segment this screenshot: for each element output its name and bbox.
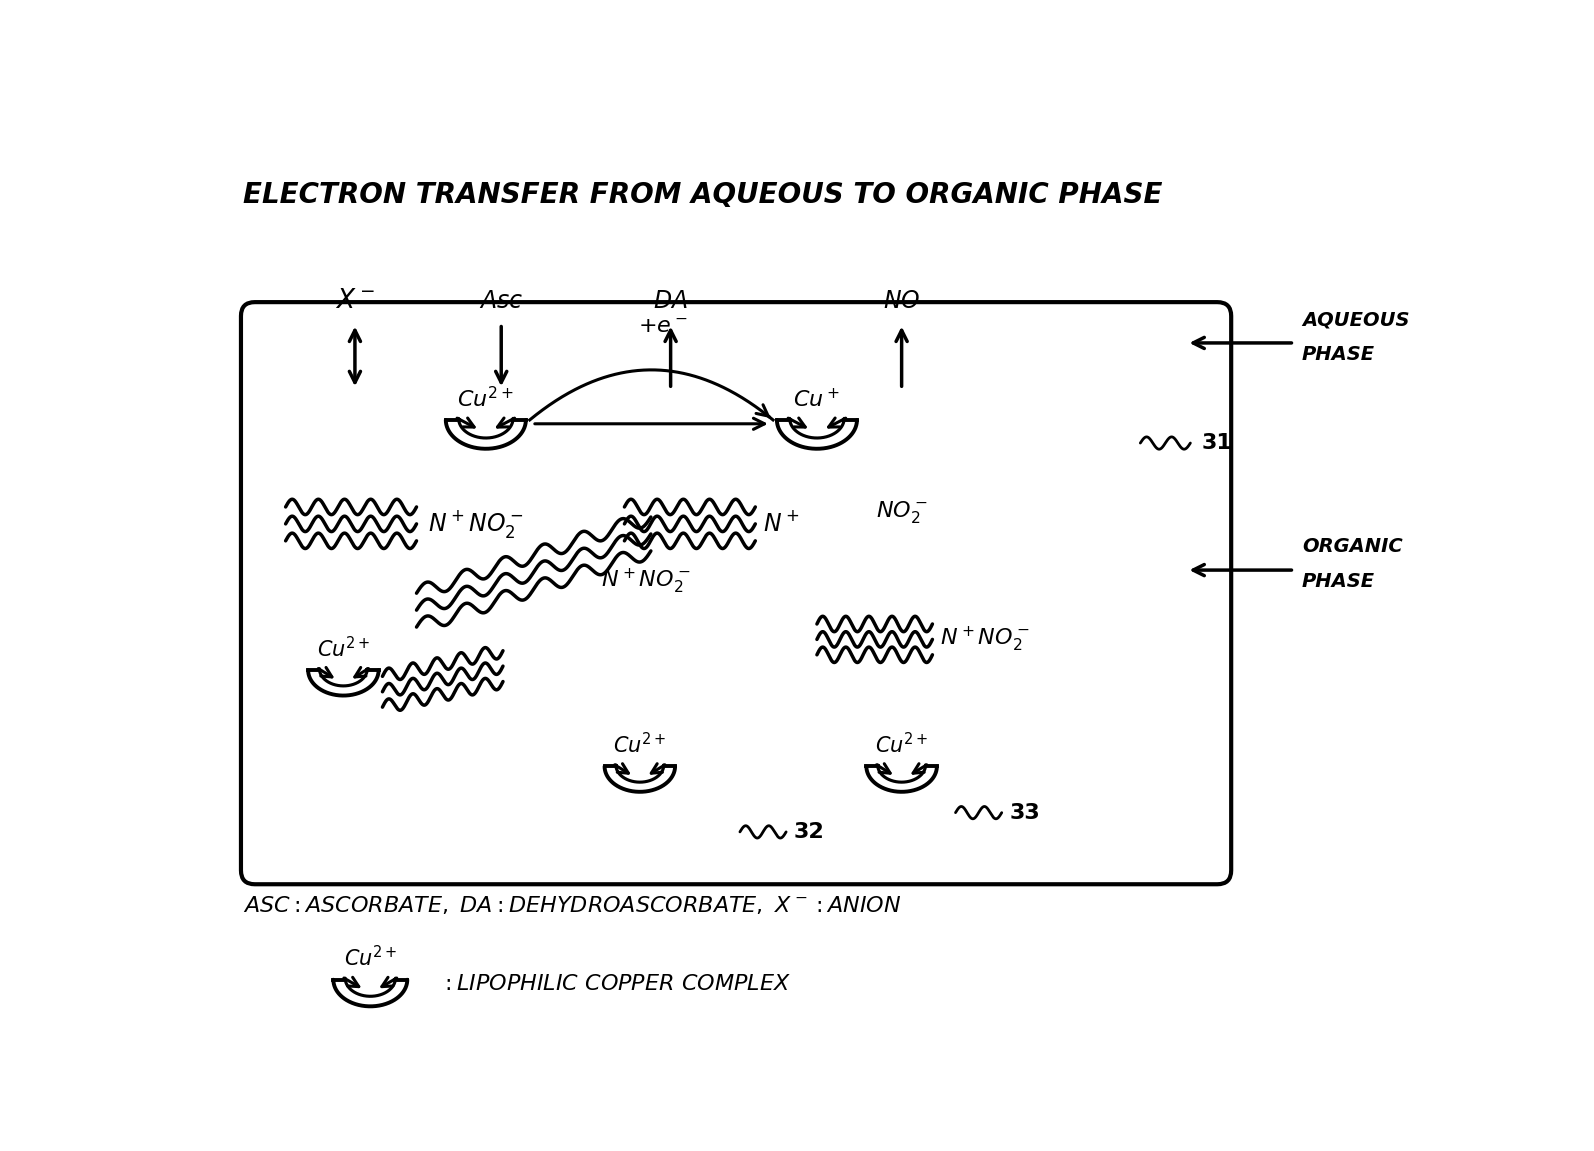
Text: $\mathit{NO_2^-}$: $\mathit{NO_2^-}$ <box>875 500 928 525</box>
Text: $\mathit{Cu}^+$: $\mathit{Cu}^+$ <box>794 388 840 411</box>
Text: $+e^-$: $+e^-$ <box>638 317 687 337</box>
Text: 33: 33 <box>1009 802 1041 823</box>
Text: $\mathit{N^+}$: $\mathit{N^+}$ <box>764 511 800 536</box>
Text: PHASE: PHASE <box>1302 345 1376 364</box>
Text: $\mathit{NO}$: $\mathit{NO}$ <box>883 289 920 313</box>
Text: $\mathit{N^+NO_2^-}$: $\mathit{N^+NO_2^-}$ <box>940 625 1030 654</box>
Text: $\mathit{Cu}^{2+}$: $\mathit{Cu}^{2+}$ <box>317 635 370 661</box>
Text: $\mathit{DA}$: $\mathit{DA}$ <box>654 289 689 313</box>
Text: $\mathit{X}^-$: $\mathit{X}^-$ <box>335 288 375 313</box>
Text: 31: 31 <box>1202 433 1232 453</box>
Text: 32: 32 <box>794 822 824 841</box>
Text: ORGANIC: ORGANIC <box>1302 538 1403 556</box>
Text: $\mathit{Asc}$: $\mathit{Asc}$ <box>480 289 523 313</box>
Text: $\mathit{N^+NO_2^-}$: $\mathit{N^+NO_2^-}$ <box>429 508 524 540</box>
Text: $\mathit{N^+NO_2^-}$: $\mathit{N^+NO_2^-}$ <box>601 567 692 596</box>
Text: $\mathit{Cu}^{2+}$: $\mathit{Cu}^{2+}$ <box>344 945 397 970</box>
Text: $\mathit{ASC: ASCORBATE, \ DA: DEHYDROASCORBATE, \ X^-: ANION}$: $\mathit{ASC: ASCORBATE, \ DA: DEHYDROAS… <box>244 894 902 916</box>
Text: AQUEOUS: AQUEOUS <box>1302 311 1409 329</box>
Text: $\mathit{Cu}^{2+}$: $\mathit{Cu}^{2+}$ <box>614 732 666 757</box>
Text: $\mathit{Cu}^{2+}$: $\mathit{Cu}^{2+}$ <box>875 732 928 757</box>
Text: $\mathit{Cu}^{2+}$: $\mathit{Cu}^{2+}$ <box>457 386 515 411</box>
Text: ELECTRON TRANSFER FROM AQUEOUS TO ORGANIC PHASE: ELECTRON TRANSFER FROM AQUEOUS TO ORGANI… <box>244 181 1162 209</box>
Text: $\mathit{: LIPOPHILIC\ COPPER\ COMPLEX}$: $\mathit{: LIPOPHILIC\ COPPER\ COMPLEX}$ <box>440 975 791 994</box>
FancyBboxPatch shape <box>241 302 1231 884</box>
Text: PHASE: PHASE <box>1302 572 1376 592</box>
